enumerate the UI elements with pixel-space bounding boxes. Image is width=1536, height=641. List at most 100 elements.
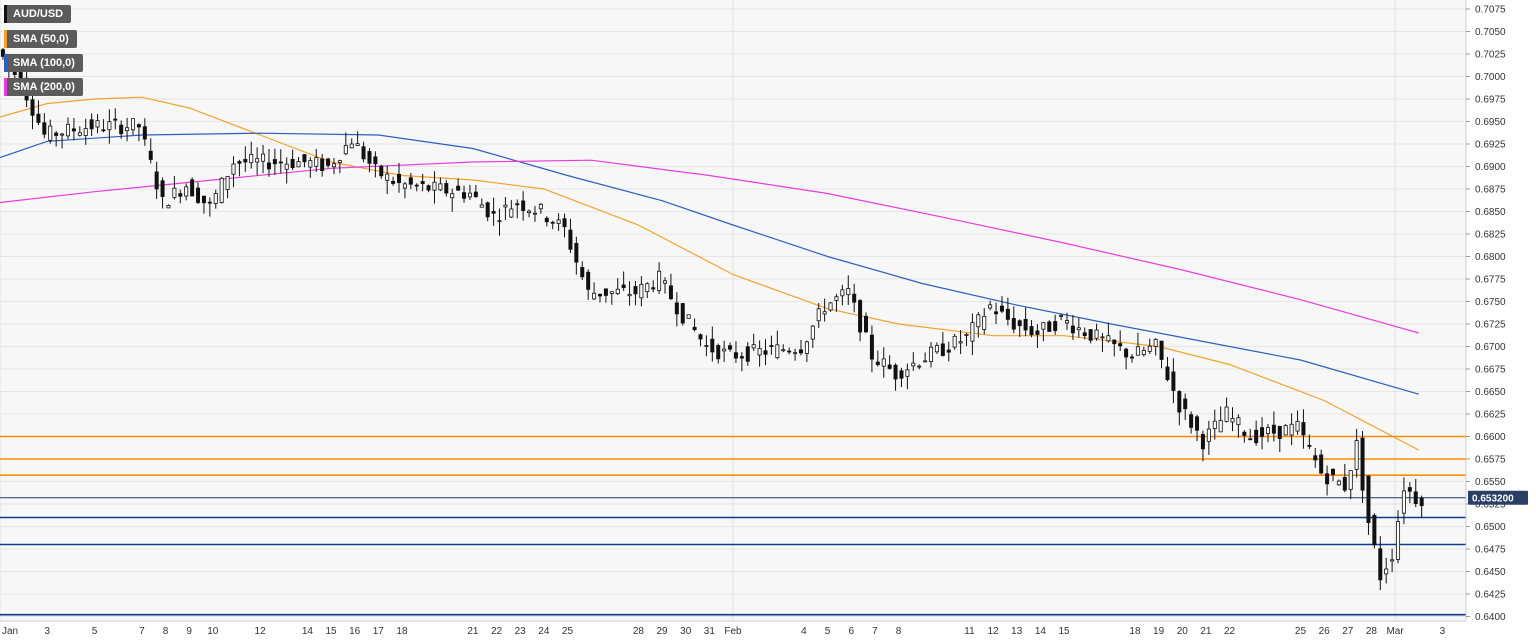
candle-body — [1330, 468, 1335, 475]
y-tick-label: 0.6675 — [1475, 365, 1506, 376]
candle-body — [497, 220, 502, 223]
x-tick-label: 3 — [1440, 626, 1446, 637]
candle-body — [432, 181, 437, 191]
candle-body — [196, 187, 201, 203]
x-tick-label: 27 — [1342, 626, 1354, 637]
candle-body — [231, 163, 236, 175]
candle-body — [1366, 475, 1371, 524]
candle-body — [391, 180, 396, 184]
candle-body — [828, 302, 833, 311]
candle-body — [308, 160, 313, 168]
candle-body — [952, 335, 957, 348]
candle-body — [858, 300, 863, 333]
candle-body — [136, 124, 141, 128]
candle-body — [95, 120, 100, 128]
y-tick-label: 0.7025 — [1475, 50, 1506, 61]
candle-body — [1011, 318, 1016, 330]
candle-body — [645, 283, 650, 293]
candle-body — [769, 345, 774, 347]
x-tick-label: 21 — [1200, 626, 1212, 637]
candle-body — [54, 132, 59, 136]
candle-body — [278, 161, 283, 164]
candle-body — [1064, 320, 1069, 324]
candle-body — [1336, 480, 1341, 486]
candle-body — [1135, 346, 1140, 356]
candle-body — [787, 350, 792, 353]
candle-body — [1236, 417, 1241, 426]
candle-body — [515, 203, 520, 206]
x-tick-label: 5 — [825, 626, 831, 637]
candle-body — [739, 356, 744, 359]
candle-body — [1023, 318, 1028, 331]
x-tick-label: Jan — [2, 626, 18, 637]
candle-body — [1372, 514, 1377, 546]
candle-body — [491, 211, 496, 214]
y-tick-label: 0.6575 — [1475, 455, 1506, 466]
candle-body — [668, 285, 673, 300]
candle-body — [266, 162, 271, 170]
current-price-tag — [1468, 490, 1528, 505]
candle-body — [290, 159, 295, 169]
legend-sma-50[interactable]: SMA (50,0) — [4, 30, 77, 48]
candle-body — [1277, 425, 1282, 439]
candle-body — [970, 322, 975, 342]
candle-body — [1130, 356, 1135, 359]
candle-body — [1396, 521, 1401, 560]
candle-body — [1118, 343, 1123, 347]
legend-sma-200[interactable]: SMA (200,0) — [4, 78, 83, 96]
candle-body — [36, 113, 41, 123]
candle-body — [881, 358, 886, 367]
legend-symbol[interactable]: AUD/USD — [4, 5, 72, 23]
candle-body — [1218, 420, 1223, 433]
x-tick-label: 26 — [1319, 626, 1331, 637]
candle-body — [42, 122, 47, 135]
candle-body — [142, 126, 147, 140]
candle-body — [887, 364, 892, 369]
candle-body — [509, 208, 514, 218]
x-tick-label: 3 — [45, 626, 51, 637]
candle-body — [846, 288, 851, 296]
candle-body — [225, 176, 230, 190]
candle-body — [89, 119, 94, 130]
candle-body — [1360, 437, 1365, 491]
candle-body — [1242, 431, 1247, 436]
candle-body — [686, 314, 691, 319]
x-tick-label: 25 — [1295, 626, 1307, 637]
candle-body — [213, 193, 218, 204]
candle-body — [852, 293, 857, 303]
candle-body — [1419, 497, 1424, 507]
legend-sma-100[interactable]: SMA (100,0) — [4, 54, 83, 72]
y-tick-label: 0.6525 — [1475, 500, 1506, 511]
candle-body — [343, 144, 348, 155]
candle-body — [976, 314, 981, 328]
candle-body — [864, 315, 869, 333]
candle-body — [1183, 398, 1188, 410]
candle-body — [1177, 391, 1182, 413]
candle-body — [1407, 487, 1412, 492]
candle-body — [521, 200, 526, 211]
candle-body — [302, 154, 307, 163]
candle-body — [1289, 423, 1294, 436]
x-tick-label: 7 — [139, 626, 145, 637]
legend-label: SMA (50,0) — [13, 33, 69, 45]
candle-body — [219, 177, 224, 204]
y-tick-label: 0.6475 — [1475, 545, 1506, 556]
candle-body — [331, 163, 336, 168]
candle-body — [822, 311, 827, 315]
candle-body — [1082, 332, 1087, 337]
candle-body — [917, 365, 922, 368]
candle-body — [1059, 314, 1064, 317]
candle-body — [1106, 335, 1111, 342]
candle-body — [485, 202, 490, 218]
candle-body — [875, 361, 880, 366]
x-tick-label: 13 — [1011, 626, 1023, 637]
candle-body — [946, 349, 951, 353]
candle-body — [284, 163, 289, 170]
candle-body — [621, 284, 626, 289]
candle-body — [48, 125, 53, 141]
candle-body — [869, 334, 874, 360]
y-tick-label: 0.6800 — [1475, 252, 1506, 263]
x-tick-label: 22 — [491, 626, 503, 637]
candle-body — [1390, 559, 1395, 562]
